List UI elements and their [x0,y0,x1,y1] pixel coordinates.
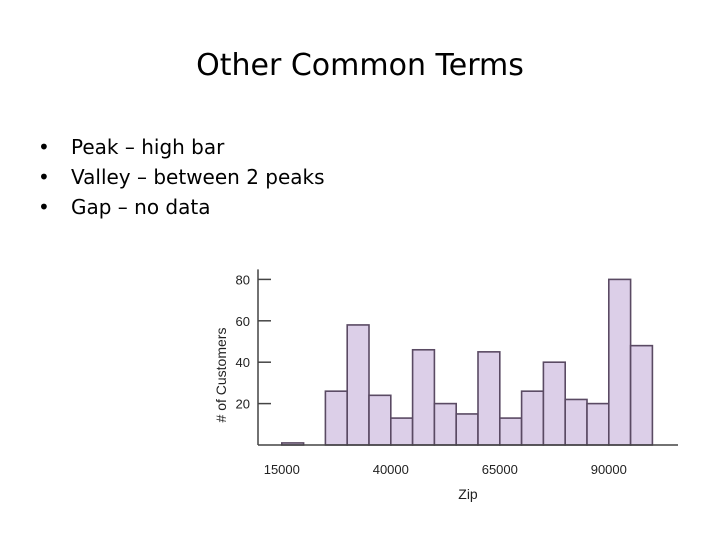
x-tick-label: 90000 [591,462,627,477]
bullet-dot: • [38,165,50,189]
histogram-bar [586,402,610,446]
y-tick-label: 80 [236,272,250,287]
x-axis-label: Zip [458,486,478,502]
histogram-bar [411,348,436,446]
histogram-chart: 20 40 60 80 15000 40000 65000 90000 # of Custom… [213,269,678,502]
y-tick-label: 40 [236,355,250,370]
histogram-bar [368,394,392,446]
slide-title: Other Common Terms [196,48,524,83]
histogram-bar [433,402,457,446]
bullet-item: • Gap – no data [38,192,325,222]
histogram-bar [390,417,414,446]
bars-group [281,278,654,446]
bullet-dot: • [38,135,50,159]
histogram-bar [346,324,370,446]
histogram-bar [607,278,632,446]
histogram-bar [324,390,349,446]
bullet-text: Peak – high bar [71,135,225,159]
bullet-text: Gap – no data [71,195,211,219]
bullet-item: • Peak – high bar [38,132,325,162]
histogram-bar [498,417,523,446]
bullet-item: • Valley – between 2 peaks [38,162,325,192]
x-tick-label: 15000 [264,462,300,477]
x-tick-label: 40000 [373,462,409,477]
bullet-dot: • [38,195,50,219]
y-axis-label: # of Customers [213,328,229,423]
bullet-list: • Peak – high bar • Valley – between 2 pea… [38,132,325,222]
histogram-bar [629,344,654,446]
x-tick-label: 65000 [482,462,518,477]
histogram-bar [564,398,588,446]
bullet-text: Valley – between 2 peaks [71,165,325,189]
histogram-bar [455,413,479,446]
y-tick-label: 20 [236,397,250,412]
histogram-bar [520,390,545,446]
histogram-bar [542,361,566,446]
histogram-bar [477,351,501,446]
y-tick-label: 60 [236,314,250,329]
axes-group: 20 40 60 80 15000 40000 65000 90000 [236,269,678,477]
